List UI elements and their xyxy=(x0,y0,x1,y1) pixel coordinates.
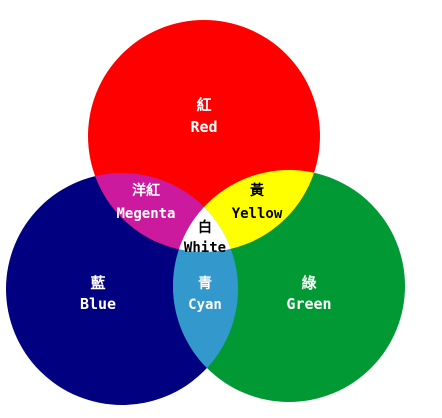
magenta-overlap xyxy=(88,173,238,252)
red-kanji-label: 紅 xyxy=(196,96,211,114)
cyan-name-label: Cyan xyxy=(188,297,222,313)
yellow-kanji-label: 黃 xyxy=(249,182,264,199)
green-kanji-label: 綠 xyxy=(301,274,317,292)
magenta-name-label: Megenta xyxy=(116,206,175,222)
cyan-kanji-label: 青 xyxy=(198,275,212,292)
white-name-label: White xyxy=(184,240,226,256)
red-name-label: Red xyxy=(190,118,217,136)
green-name-label: Green xyxy=(286,295,331,313)
magenta-kanji-label: 洋紅 xyxy=(132,182,160,199)
yellow-overlap xyxy=(173,170,320,252)
white-kanji-label: 白 xyxy=(198,219,212,236)
yellow-name-label: Yellow xyxy=(232,206,283,222)
blue-kanji-label: 藍 xyxy=(90,274,105,292)
blue-name-label: Blue xyxy=(80,295,116,313)
